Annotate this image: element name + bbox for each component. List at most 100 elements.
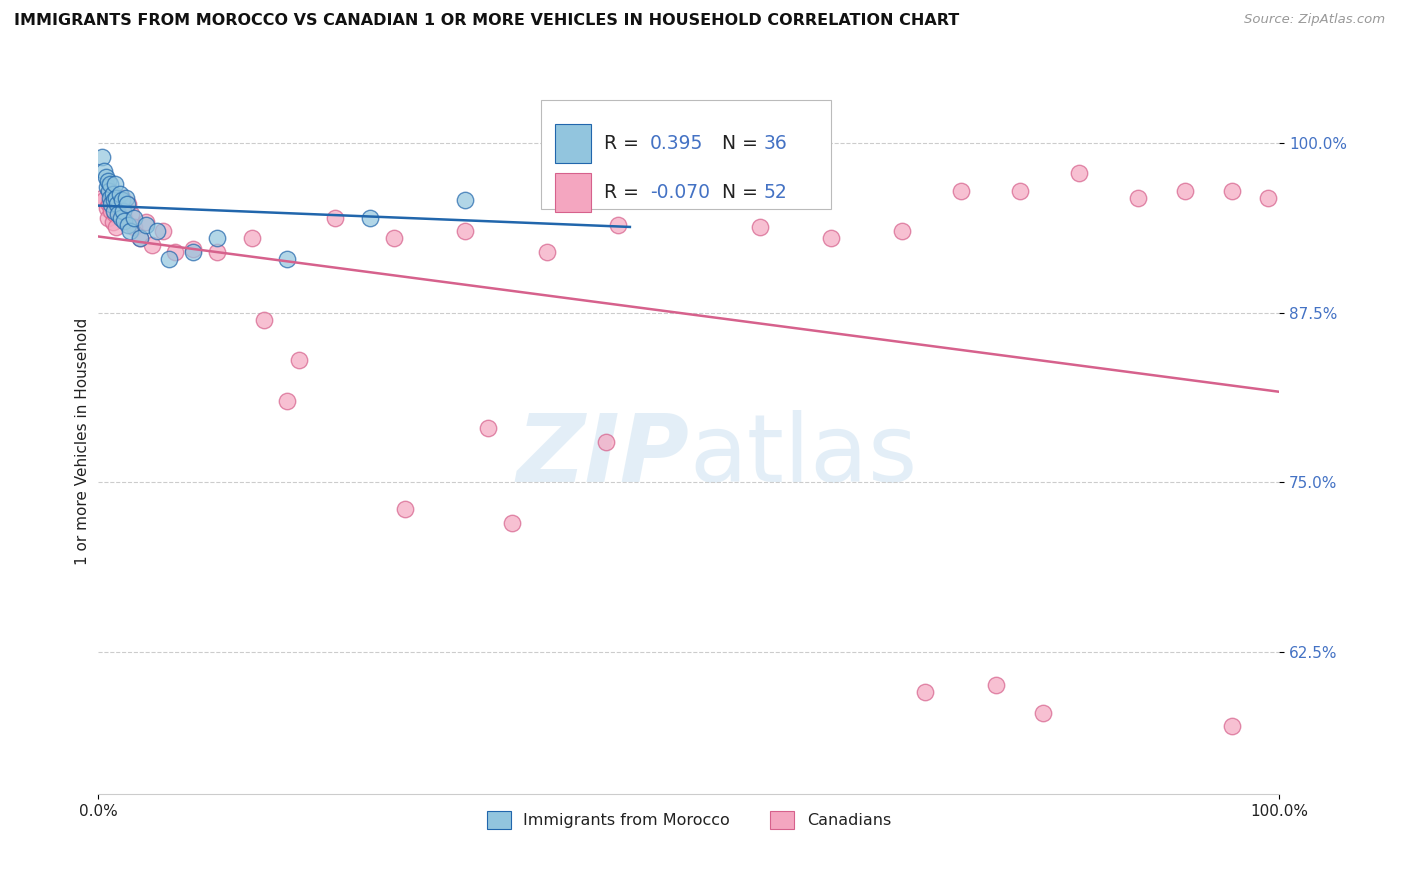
Point (595, 434, 617, 449)
Point (1220, 184, 1243, 198)
Point (91, 150, 114, 164)
Text: 52: 52 (763, 183, 787, 202)
Point (98, 191, 121, 205)
Text: 0.395: 0.395 (650, 134, 703, 153)
Point (112, 213, 135, 227)
Text: ZIP: ZIP (516, 409, 689, 501)
Point (128, 231, 150, 245)
Point (94, 170, 117, 185)
Point (1174, 184, 1197, 198)
Point (100, 197, 122, 211)
Point (1032, 706, 1054, 720)
Point (382, 231, 405, 245)
Point (111, 194, 134, 208)
Point (128, 231, 150, 245)
Point (949, 184, 972, 198)
Text: R =: R = (605, 134, 645, 153)
Point (93, 163, 115, 178)
Point (323, 211, 346, 225)
Point (105, 197, 128, 211)
Point (619, 191, 641, 205)
Point (111, 191, 134, 205)
Point (120, 225, 142, 239)
Point (114, 191, 136, 205)
Point (477, 421, 499, 435)
Point (240, 231, 263, 245)
FancyBboxPatch shape (555, 124, 591, 162)
Point (104, 177, 127, 191)
Y-axis label: 1 or more Vehicles in Household: 1 or more Vehicles in Household (75, 318, 90, 566)
Point (112, 211, 135, 225)
Point (98, 177, 121, 191)
Point (117, 218, 139, 232)
Point (110, 211, 132, 225)
Point (101, 215, 124, 229)
Text: N =: N = (710, 183, 763, 202)
Point (91, 191, 114, 205)
Point (108, 207, 131, 221)
Point (115, 197, 138, 211)
Point (501, 516, 523, 530)
Point (288, 353, 311, 368)
Point (276, 393, 298, 408)
Point (93, 194, 115, 208)
Point (98, 184, 121, 198)
Point (135, 215, 157, 229)
Point (97, 211, 120, 225)
Text: IMMIGRANTS FROM MOROCCO VS CANADIAN 1 OR MORE VEHICLES IN HOUSEHOLD CORRELATION : IMMIGRANTS FROM MOROCCO VS CANADIAN 1 OR… (14, 13, 959, 29)
FancyBboxPatch shape (541, 100, 831, 209)
Point (820, 231, 842, 245)
Point (117, 197, 139, 211)
Point (105, 191, 128, 205)
Text: -0.070: -0.070 (650, 183, 710, 202)
Point (276, 252, 298, 266)
Point (157, 252, 180, 266)
Point (253, 312, 276, 326)
Point (103, 194, 125, 208)
Point (1257, 191, 1279, 205)
Point (536, 244, 558, 259)
Point (104, 207, 127, 221)
Point (135, 218, 157, 232)
Point (105, 197, 128, 211)
FancyBboxPatch shape (555, 174, 591, 211)
Text: Source: ZipAtlas.com: Source: ZipAtlas.com (1244, 13, 1385, 27)
Legend: Immigrants from Morocco, Canadians: Immigrants from Morocco, Canadians (481, 805, 897, 835)
Point (748, 220, 770, 235)
Text: N =: N = (710, 134, 763, 153)
Point (165, 244, 187, 259)
Point (98, 184, 121, 198)
Point (205, 244, 228, 259)
Point (394, 502, 416, 516)
Point (1067, 166, 1090, 180)
Point (141, 238, 163, 252)
Point (112, 204, 135, 219)
Point (890, 225, 912, 239)
Point (181, 244, 204, 259)
Point (103, 204, 125, 219)
Point (359, 211, 381, 225)
Point (1220, 719, 1243, 733)
Point (607, 218, 630, 232)
Point (453, 194, 475, 208)
Text: atlas: atlas (689, 409, 917, 501)
Point (152, 225, 174, 239)
Point (96, 202, 118, 216)
Point (121, 207, 143, 221)
Point (453, 225, 475, 239)
Point (914, 685, 936, 699)
Point (122, 220, 145, 235)
Point (146, 225, 169, 239)
Point (1126, 191, 1149, 205)
Point (105, 220, 128, 235)
Point (100, 204, 122, 219)
Point (107, 207, 129, 221)
Point (101, 186, 124, 201)
Point (96, 179, 118, 194)
Point (984, 678, 1007, 692)
Point (205, 231, 228, 245)
Point (122, 211, 145, 225)
Text: R =: R = (605, 183, 645, 202)
Point (97, 174, 120, 188)
Point (181, 242, 204, 256)
